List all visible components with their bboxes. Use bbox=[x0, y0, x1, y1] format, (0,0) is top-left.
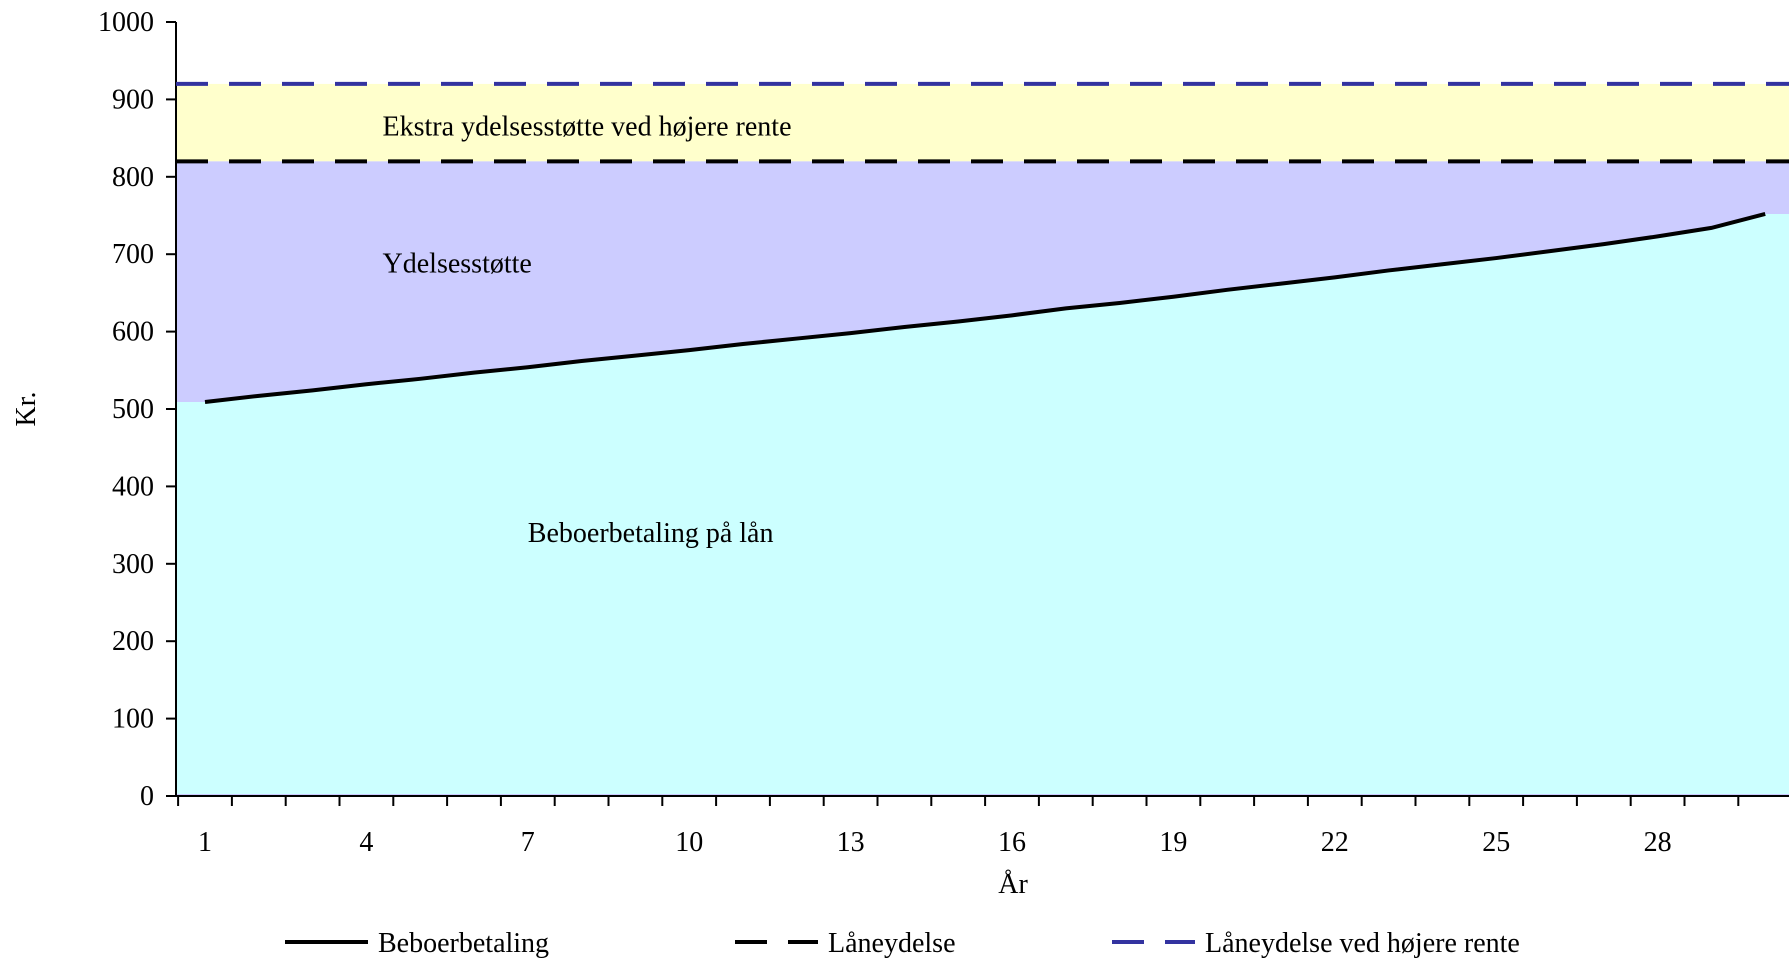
x-tick-label-10: 10 bbox=[675, 827, 703, 858]
y-tick-label-900: 900 bbox=[112, 84, 154, 115]
y-tick-label-200: 200 bbox=[112, 626, 154, 657]
legend-label-laneydelse: Låneydelse bbox=[828, 928, 956, 959]
y-tick-label-600: 600 bbox=[112, 317, 154, 348]
legend-label-laneydelse-hojere-rente: Låneydelse ved højere rente bbox=[1205, 928, 1520, 959]
x-tick-label-25: 25 bbox=[1482, 827, 1510, 858]
x-tick-label-7: 7 bbox=[521, 827, 535, 858]
legend-label-beboerbetaling: Beboerbetaling bbox=[378, 928, 549, 959]
x-tick-label-13: 13 bbox=[837, 827, 865, 858]
x-tick-label-28: 28 bbox=[1644, 827, 1672, 858]
x-axis-title: År bbox=[998, 869, 1028, 900]
x-tick-label-19: 19 bbox=[1159, 827, 1187, 858]
y-tick-label-1000: 1000 bbox=[98, 7, 154, 38]
y-tick-label-400: 400 bbox=[112, 471, 154, 502]
series-beboerbetaling bbox=[204, 212, 1766, 405]
area-ydelsesstotte bbox=[176, 161, 1789, 403]
annotation-beboer: Beboerbetaling på lån bbox=[528, 518, 774, 549]
area-ekstra-ydelsesstotte bbox=[176, 83, 1789, 162]
annotation-ekstra: Ekstra ydelsesstøtte ved højere rente bbox=[383, 111, 792, 142]
x-tick-label-22: 22 bbox=[1321, 827, 1349, 858]
y-tick-label-500: 500 bbox=[112, 394, 154, 425]
x-tick-label-16: 16 bbox=[998, 827, 1026, 858]
x-tick-label-1: 1 bbox=[198, 827, 212, 858]
x-tick-label-4: 4 bbox=[359, 827, 373, 858]
y-tick-label-700: 700 bbox=[112, 239, 154, 270]
y-tick-label-100: 100 bbox=[112, 704, 154, 735]
annotation-ydelse: Ydelsesstøtte bbox=[383, 248, 532, 279]
y-tick-label-0: 0 bbox=[140, 781, 154, 812]
y-tick-label-800: 800 bbox=[112, 162, 154, 193]
y-axis-title: Kr. bbox=[11, 392, 42, 427]
area-beboerbetaling bbox=[176, 213, 1789, 796]
y-tick-label-300: 300 bbox=[112, 549, 154, 580]
